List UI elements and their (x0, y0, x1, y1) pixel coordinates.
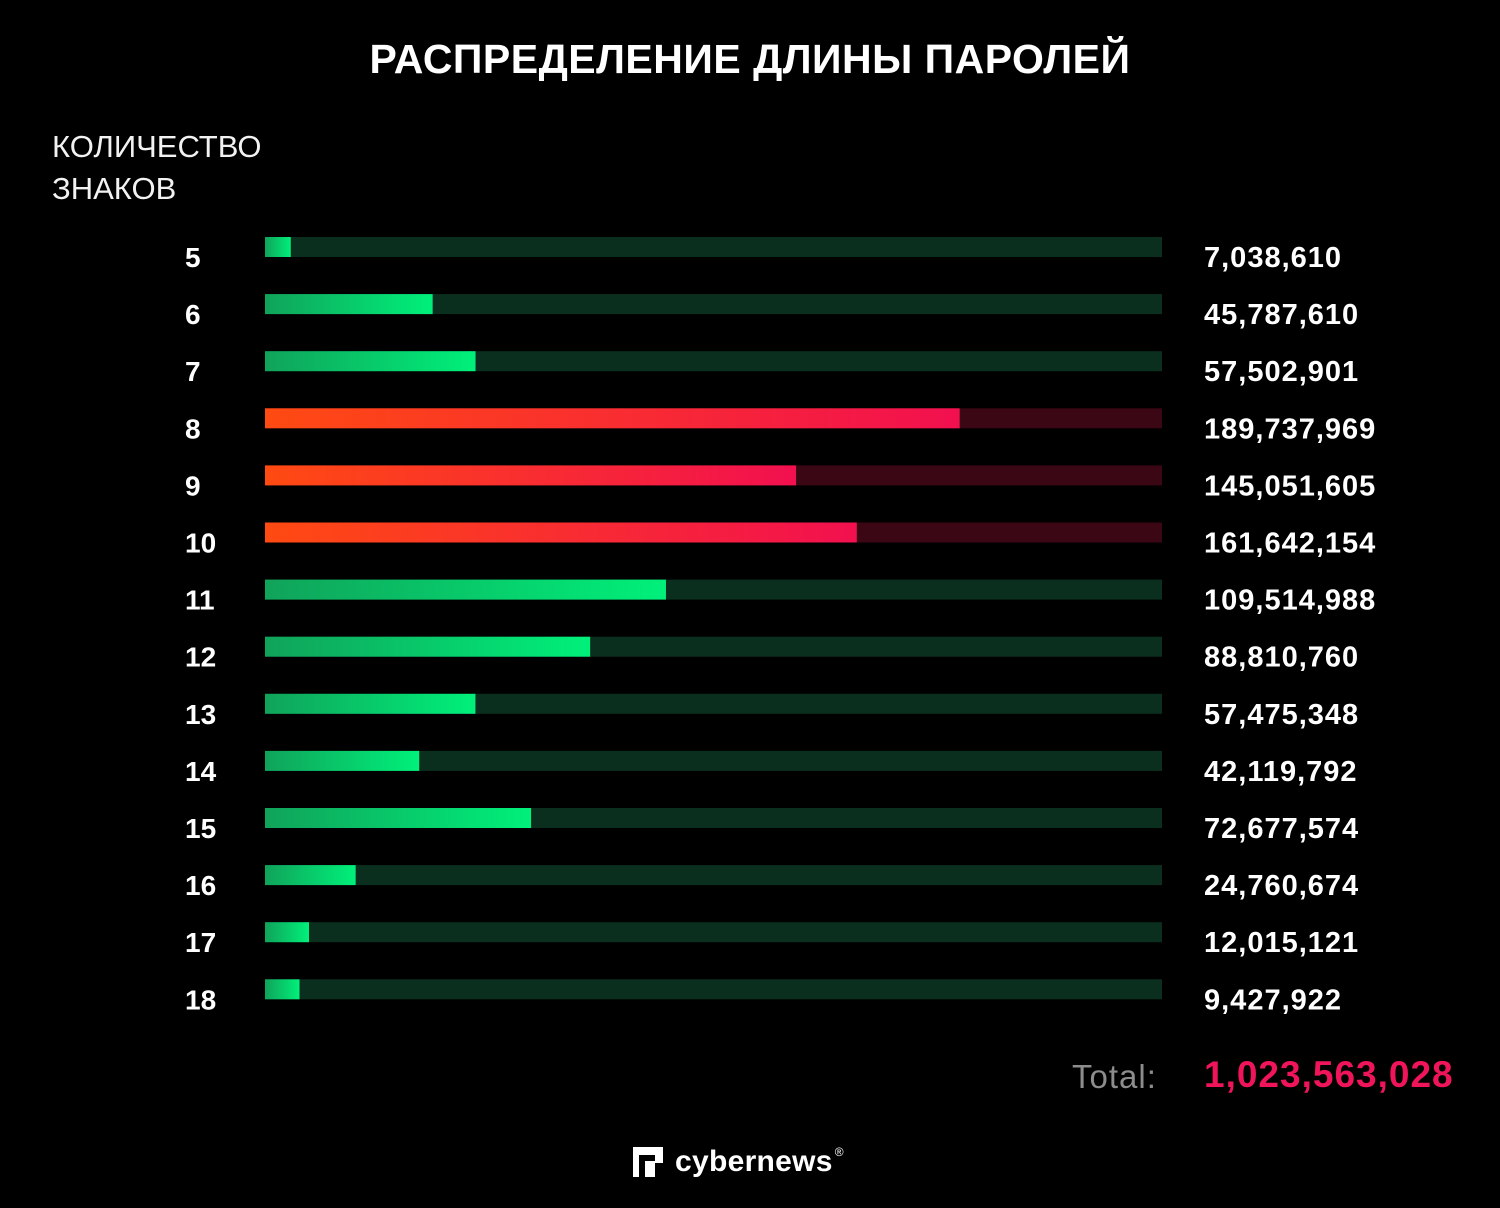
value-label-15: 72,677,574 (1204, 813, 1359, 845)
value-label-6: 45,787,610 (1204, 299, 1359, 331)
bar-10 (265, 522, 857, 543)
value-label-14: 42,119,792 (1204, 756, 1358, 788)
category-label-12: 12 (185, 642, 216, 673)
category-label-18: 18 (185, 984, 216, 1015)
category-label-17: 17 (185, 927, 216, 958)
bar-16 (265, 865, 356, 886)
value-label-17: 12,015,121 (1204, 927, 1359, 959)
value-label-8: 189,737,969 (1204, 413, 1376, 445)
category-label-15: 15 (185, 813, 216, 844)
category-label-9: 9 (185, 470, 201, 501)
total-label: Total: (1072, 1058, 1157, 1095)
category-label-16: 16 (185, 870, 216, 901)
bar-track-17 (265, 922, 1162, 943)
category-label-14: 14 (185, 756, 217, 787)
category-label-13: 13 (185, 699, 216, 730)
value-label-16: 24,760,674 (1204, 870, 1359, 902)
bar-11 (265, 579, 666, 600)
total-value: 1,023,563,028 (1204, 1054, 1454, 1095)
chart-title: РАСПРЕДЕЛЕНИЕ ДЛИНЫ ПАРОЛЕЙ (369, 36, 1131, 82)
category-label-6: 6 (185, 299, 201, 330)
category-label-8: 8 (185, 413, 201, 444)
brand-logo: cybernews ® (633, 1144, 844, 1180)
value-label-11: 109,514,988 (1204, 585, 1376, 617)
bar-chart: 5 7,038,610 6 45,787,610 7 57,502,901 8 189,737… (185, 237, 1376, 1016)
value-label-18: 9,427,922 (1204, 984, 1342, 1016)
bar-18 (265, 979, 300, 1000)
bar-17 (265, 922, 309, 943)
value-label-10: 161,642,154 (1204, 528, 1376, 560)
value-label-7: 57,502,901 (1204, 356, 1359, 388)
bar-8 (265, 408, 960, 429)
category-label-7: 7 (185, 356, 201, 387)
bar-14 (265, 750, 420, 771)
y-axis-label: КОЛИЧЕСТВО ЗНАКОВ (52, 126, 292, 210)
y-axis-label-line2: ЗНАКОВ (52, 171, 177, 206)
registered-mark: ® (834, 1145, 844, 1159)
bar-6 (265, 294, 433, 315)
bar-track-6 (265, 294, 1162, 315)
bar-track-18 (265, 979, 1162, 1000)
value-label-13: 57,475,348 (1204, 699, 1359, 731)
bar-track-7 (265, 351, 1162, 372)
bar-13 (265, 693, 476, 714)
bar-track-13 (265, 693, 1162, 714)
bar-12 (265, 636, 591, 657)
bar-track-16 (265, 865, 1162, 886)
category-label-5: 5 (185, 242, 201, 273)
y-axis-label-line1: КОЛИЧЕСТВО (52, 129, 262, 164)
category-label-11: 11 (185, 585, 215, 616)
bar-7 (265, 351, 476, 372)
value-label-12: 88,810,760 (1204, 642, 1359, 674)
value-label-9: 145,051,605 (1204, 470, 1376, 502)
category-label-10: 10 (185, 528, 216, 559)
bar-15 (265, 808, 532, 828)
bar-track-5 (265, 237, 1162, 257)
cybernews-logo-icon (633, 1147, 663, 1177)
value-label-5: 7,038,610 (1204, 242, 1342, 274)
bar-track-14 (265, 750, 1162, 771)
bar-9 (265, 465, 797, 486)
bar-5 (265, 237, 291, 257)
brand-name: cybernews (675, 1145, 833, 1178)
